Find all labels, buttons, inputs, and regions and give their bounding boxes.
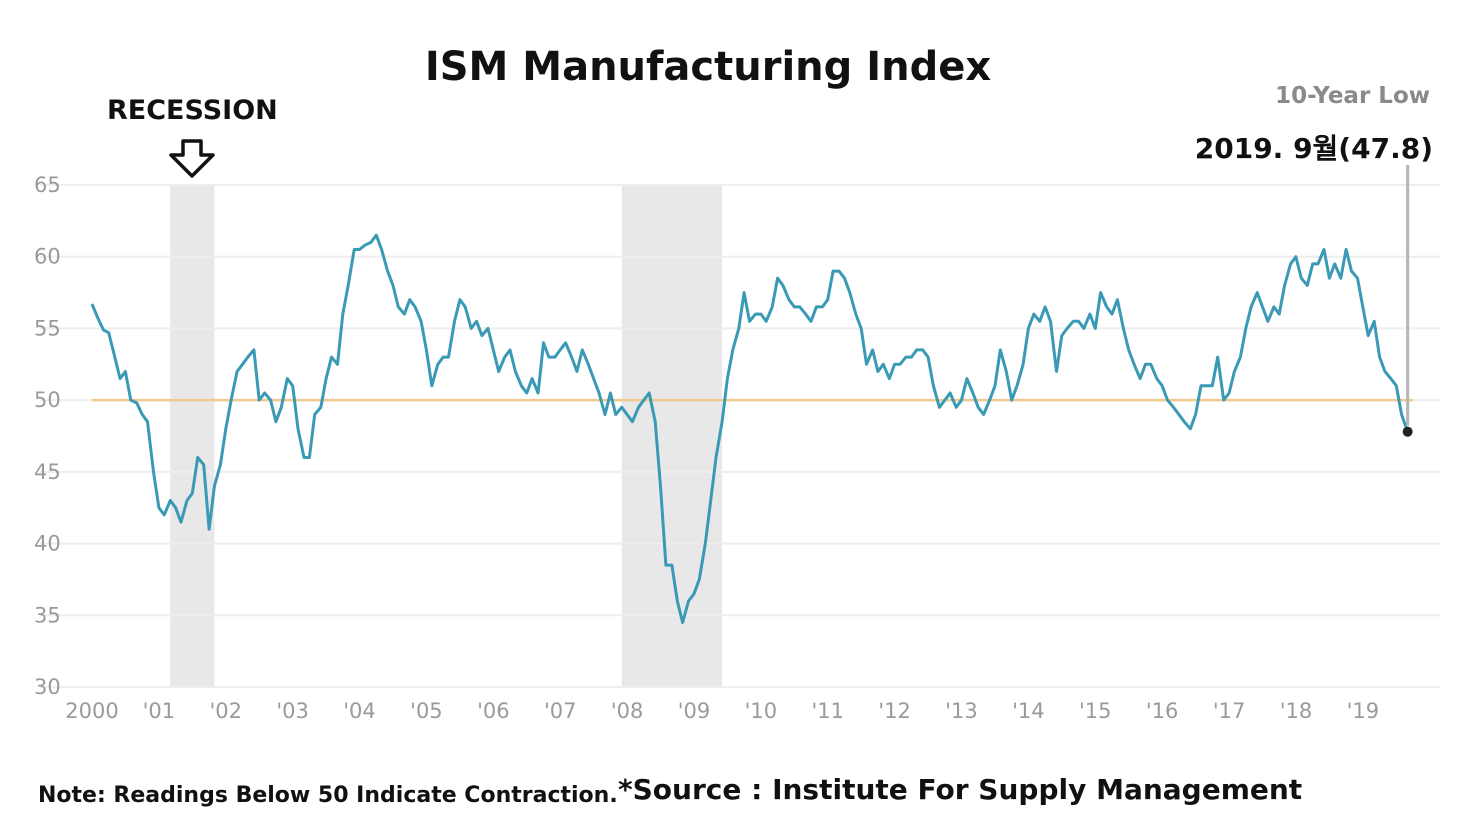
x-tick-label-2001: '01 <box>143 699 176 723</box>
x-tick-label-2004: '04 <box>343 699 376 723</box>
x-tick-label-2014: '14 <box>1012 699 1045 723</box>
y-tick-label-35: 35 <box>34 603 61 627</box>
x-tick-label-2011: '11 <box>811 699 844 723</box>
y-tick-label-50: 50 <box>34 388 61 412</box>
x-tick-label-2019: '19 <box>1347 699 1380 723</box>
y-tick-label-45: 45 <box>34 460 61 484</box>
x-tick-label-2008: '08 <box>611 699 644 723</box>
recession-label: RECESSION <box>107 95 278 126</box>
x-tick-label-2003: '03 <box>276 699 309 723</box>
gridlines <box>40 184 1440 688</box>
chart-title: ISM Manufacturing Index <box>425 44 991 90</box>
x-tick-label-2013: '13 <box>945 699 978 723</box>
x-tick-label-2006: '06 <box>477 699 510 723</box>
series-layer <box>90 233 1413 624</box>
x-tick-label-2005: '05 <box>410 699 443 723</box>
y-tick-label-40: 40 <box>34 532 61 556</box>
footnote: Note: Readings Below 50 Indicate Contrac… <box>38 783 618 808</box>
x-tick-label-2012: '12 <box>878 699 911 723</box>
x-tick-label-2000: 2000 <box>65 699 118 723</box>
y-axis-ticks: 30 35 40 45 50 55 60 65 <box>34 173 61 699</box>
y-tick-label-55: 55 <box>34 316 61 340</box>
x-axis-ticks: 2000 '01 '02 '03 '04 '05 '06 '07 '08 '09 '10 '11 '12… <box>65 699 1379 723</box>
series-line-1 <box>90 233 1410 624</box>
x-tick-label-2018: '18 <box>1280 699 1313 723</box>
x-tick-label-2002: '02 <box>210 699 243 723</box>
last-point-marker <box>1402 426 1413 437</box>
y-tick-label-65: 65 <box>34 173 61 197</box>
y-tick-label-60: 60 <box>34 245 61 269</box>
recession-band-1 <box>170 185 215 687</box>
x-tick-label-2007: '07 <box>544 699 577 723</box>
y-tick-label-30: 30 <box>34 675 61 699</box>
x-tick-label-2017: '17 <box>1213 699 1246 723</box>
x-tick-label-2016: '16 <box>1146 699 1179 723</box>
ten-year-low-label: 10-Year Low <box>1275 83 1430 109</box>
recession-bands <box>170 185 723 687</box>
down-arrow-icon <box>169 139 215 178</box>
recession-band-2 <box>621 185 723 687</box>
latest-value-callout: 2019. 9월(47.8) <box>1195 132 1433 165</box>
x-tick-label-2015: '15 <box>1079 699 1112 723</box>
source-credit: *Source : Institute For Supply Managemen… <box>618 773 1302 806</box>
x-tick-label-2010: '10 <box>745 699 778 723</box>
x-tick-label-2009: '09 <box>678 699 711 723</box>
